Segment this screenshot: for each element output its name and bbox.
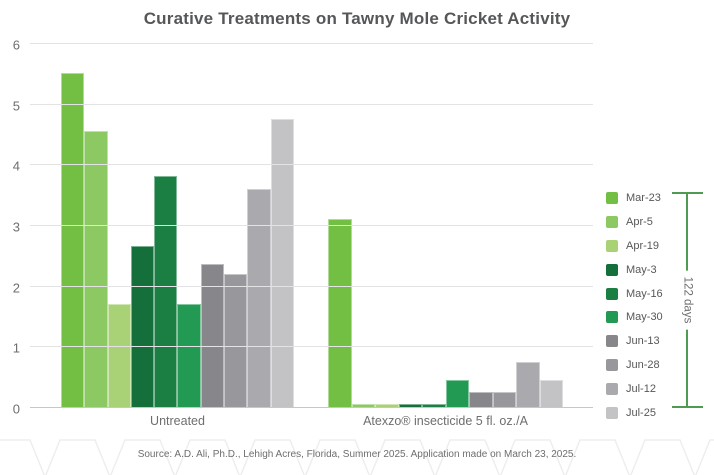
- legend-label: Jul-12: [626, 383, 656, 396]
- legend-label: May-3: [626, 263, 657, 276]
- bar-mar-23-group2: [328, 218, 352, 407]
- y-tick-label-2: 2: [12, 280, 20, 296]
- legend-swatch-icon: [606, 191, 618, 204]
- y-tick-label-6: 6: [12, 37, 20, 53]
- legend-swatch-icon: [606, 239, 618, 252]
- bracket-bottom-cap: [672, 406, 703, 408]
- bar-apr-19-group2: [375, 403, 399, 407]
- x-axis-label-atexzo: Atexzo® insecticide 5 fl. oz./A: [363, 414, 528, 428]
- bar-jul-25-group1: [270, 118, 294, 407]
- legend-swatch-icon: [606, 383, 618, 396]
- gridline-y5: [30, 103, 593, 105]
- y-tick-label-4: 4: [12, 158, 20, 174]
- legend-item-apr-19: Apr-19: [606, 234, 663, 258]
- bar-group-atexzo: [328, 43, 563, 407]
- legend-item-may-16: May-16: [606, 282, 663, 306]
- bar-jun-28-group2: [492, 391, 516, 407]
- bar-apr-19-group1: [107, 303, 131, 407]
- legend-label: Jun-28: [626, 359, 660, 372]
- legend-swatch-icon: [606, 359, 618, 372]
- bar-may-3-group1: [130, 246, 155, 407]
- legend-swatch-icon: [606, 335, 618, 348]
- legend-item-may-3: May-3: [606, 258, 663, 282]
- bar-jun-13-group2: [469, 391, 493, 407]
- gridline-y4: [30, 164, 593, 166]
- bar-mar-23-group1: [61, 73, 85, 407]
- legend-swatch-icon: [606, 311, 618, 324]
- legend-item-apr-5: Apr-5: [606, 210, 663, 234]
- bar-jun-28-group1: [224, 273, 248, 407]
- y-tick-label-0: 0: [12, 401, 20, 417]
- legend-item-may-30: May-30: [606, 305, 663, 329]
- bar-jun-13-group1: [200, 264, 225, 407]
- legend-item-jun-28: Jun-28: [606, 353, 663, 377]
- legend-label: Mar-23: [626, 191, 661, 204]
- gridline-y1: [30, 346, 593, 348]
- legend-label: May-16: [626, 287, 663, 300]
- x-axis-label-untreated: Untreated: [150, 414, 205, 428]
- bar-may-3-group2: [398, 403, 422, 407]
- y-axis-labels: 0 1 2 3 4 5 6: [0, 38, 24, 417]
- gridline-y6: [30, 43, 593, 44]
- legend-item-jul-12: Jul-12: [606, 377, 663, 401]
- legend-swatch-icon: [606, 287, 618, 300]
- bar-may-30-group2: [445, 379, 469, 407]
- legend-label: Jun-13: [626, 335, 660, 348]
- legend-label: Apr-5: [626, 215, 653, 228]
- bar-apr-5-group1: [84, 130, 108, 407]
- bar-may-16-group1: [154, 176, 178, 407]
- source-attribution: Source: A.D. Ali, Ph.D., Lehigh Acres, F…: [137, 449, 577, 460]
- bar-jul-12-group2: [516, 361, 540, 407]
- legend-label: Jul-25: [626, 406, 656, 419]
- y-tick-label-3: 3: [12, 219, 20, 235]
- bar-apr-5-group2: [351, 403, 375, 407]
- gridline-y3: [30, 225, 593, 226]
- legend-label: Apr-19: [626, 239, 660, 252]
- legend-item-jul-25: Jul-25: [606, 401, 663, 425]
- bar-may-16-group2: [422, 403, 446, 407]
- legend-label: May-30: [626, 311, 663, 324]
- legend-swatch-icon: [606, 406, 618, 419]
- bar-group-untreated: [61, 43, 294, 407]
- bracket-label: 122 days: [681, 270, 694, 330]
- chart-title: Curative Treatments on Tawny Mole Cricke…: [143, 9, 571, 28]
- legend-swatch-icon: [606, 215, 618, 228]
- legend-item-jun-13: Jun-13: [606, 329, 663, 353]
- legend-swatch-icon: [606, 263, 618, 276]
- legend-item-mar-23: Mar-23: [606, 186, 663, 210]
- x-axis-baseline: [30, 407, 593, 408]
- gridline-y2: [30, 285, 593, 287]
- y-tick-label-5: 5: [12, 98, 20, 114]
- bar-jul-12-group1: [247, 188, 271, 407]
- hexagon-pattern-background: [0, 439, 714, 475]
- bracket-top-cap: [672, 192, 703, 194]
- plot-area: [30, 43, 593, 408]
- bar-jul-25-group2: [539, 379, 563, 407]
- bar-may-30-group1: [177, 303, 201, 407]
- days-bracket: 122 days: [672, 192, 703, 408]
- y-tick-label-1: 1: [12, 340, 20, 356]
- chart-legend: Mar-23 Apr-5 Apr-19 May-3 May-16 May-30 Jun-13…: [606, 186, 663, 425]
